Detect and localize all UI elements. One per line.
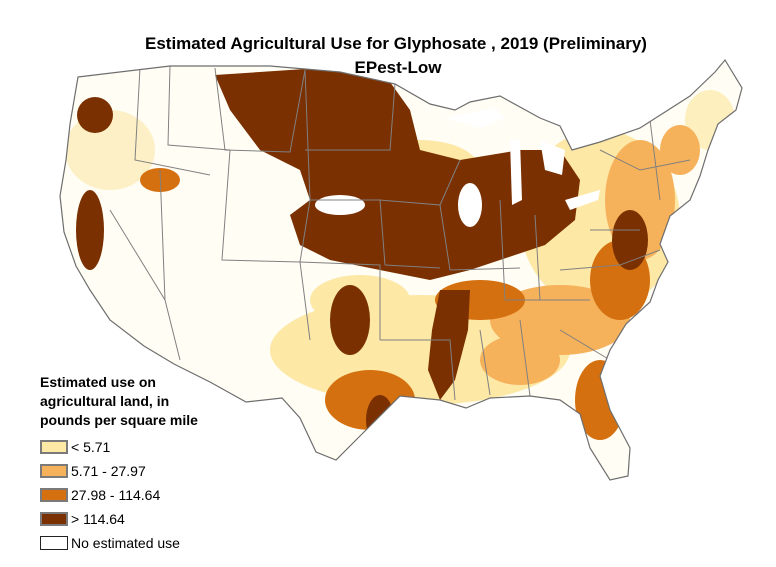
legend-swatch: [40, 440, 68, 454]
great-lakes: [510, 140, 522, 205]
legend-swatch: [40, 464, 68, 478]
great-lakes: [540, 140, 565, 175]
legend-swatch: [40, 512, 68, 526]
usage-region-high: [612, 210, 648, 270]
usage-layer: [65, 65, 735, 445]
legend-title-line: pounds per square mile: [40, 412, 198, 428]
legend-label: < 5.71: [71, 439, 111, 455]
legend-label: No estimated use: [71, 535, 180, 551]
usage-region-high: [366, 395, 394, 445]
map-subtitle: EPest-Low: [354, 58, 442, 77]
legend-item: < 5.71: [40, 435, 240, 459]
great-lakes: [565, 190, 600, 210]
usage-region-high: [428, 290, 470, 400]
great-lakes: [445, 108, 505, 128]
legend-swatch-none: [40, 536, 68, 550]
legend-title: Estimated use on agricultural land, in p…: [40, 373, 240, 430]
legend-label: > 114.64: [71, 511, 125, 527]
legend-item: > 114.64: [40, 507, 240, 531]
legend-item: 5.71 - 27.97: [40, 459, 240, 483]
usage-region: [480, 335, 560, 385]
state-boundaries: [109, 65, 691, 401]
legend-title-line: agricultural land, in: [40, 393, 170, 409]
usage-region-high: [76, 190, 104, 270]
usage-region: [575, 360, 625, 440]
legend-title-line: Estimated use on: [40, 374, 156, 390]
usage-region-none: [458, 183, 482, 227]
legend: Estimated use on agricultural land, in p…: [40, 373, 240, 555]
usage-region-high: [215, 68, 580, 280]
map-title: Estimated Agricultural Use for Glyphosat…: [145, 34, 647, 53]
usage-region-high: [330, 285, 370, 355]
legend-label: 27.98 - 114.64: [71, 487, 161, 503]
usage-region: [660, 125, 700, 175]
legend-label: 5.71 - 27.97: [71, 463, 146, 479]
usage-region-high: [77, 97, 113, 133]
legend-list: < 5.71 5.71 - 27.97 27.98 - 114.64 > 114…: [40, 435, 240, 555]
legend-item: 27.98 - 114.64: [40, 483, 240, 507]
usage-region-none: [315, 195, 365, 215]
legend-item: No estimated use: [40, 531, 240, 555]
legend-swatch: [40, 488, 68, 502]
